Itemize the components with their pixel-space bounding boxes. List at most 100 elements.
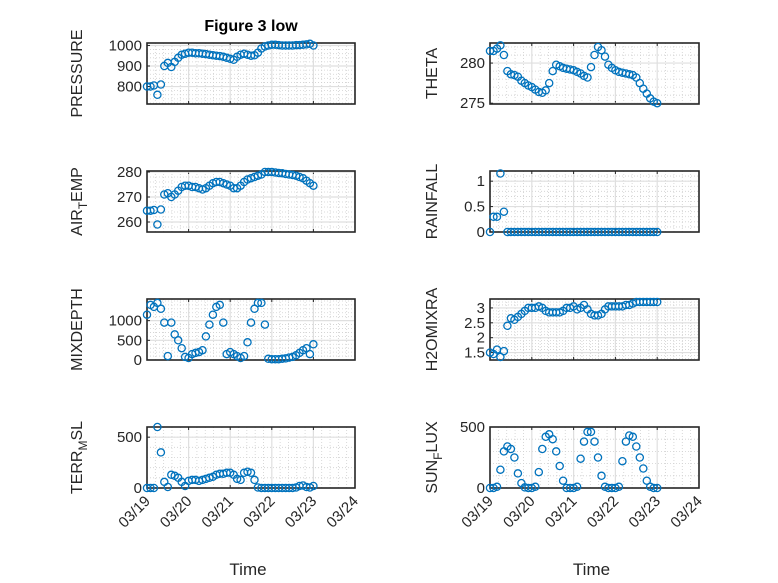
data-point	[628, 432, 638, 442]
y-label-part: TERR	[69, 451, 86, 495]
y-label-subscript: T	[76, 201, 90, 209]
data-point	[250, 475, 259, 485]
data-point	[652, 227, 662, 237]
subplot-theta: 275 280 THETA	[424, 41, 700, 112]
data-point	[167, 470, 176, 480]
data-point	[156, 448, 166, 457]
data-point	[153, 422, 162, 432]
data-point	[260, 320, 270, 329]
data-point	[236, 475, 245, 485]
axes-box	[146, 426, 356, 489]
data-point	[510, 453, 519, 462]
y-axis-label: TERRMSL	[69, 421, 90, 494]
y-tick-label: 270	[117, 189, 142, 206]
data-point	[583, 73, 592, 82]
y-tick-label: 0	[477, 480, 485, 497]
axes-box	[489, 42, 700, 105]
data-point	[246, 468, 256, 478]
y-tick-label: 2.5	[464, 315, 485, 332]
y-label-part: AIR	[69, 209, 86, 236]
data-point	[600, 52, 610, 61]
data-point	[652, 98, 662, 108]
data-point	[583, 427, 592, 437]
data-point	[173, 336, 183, 345]
data-point	[538, 444, 547, 454]
data-point	[586, 427, 596, 437]
y-tick-label: 2	[477, 330, 485, 347]
data-point	[635, 453, 645, 462]
y-tick-label: 800	[117, 79, 142, 96]
data-point	[156, 80, 166, 89]
data-point	[503, 321, 512, 331]
data-point	[253, 298, 263, 308]
y-label-part: THETA	[424, 48, 441, 100]
subplot-pressure: 800 900 1000 PRESSURE	[69, 29, 356, 118]
y-axis-label: AIRTEMP	[69, 167, 90, 236]
data-point	[597, 471, 606, 481]
y-label-subscript: F	[431, 453, 445, 460]
y-tick-label: 500	[117, 332, 142, 349]
data-point	[614, 482, 624, 492]
axes-box	[489, 298, 700, 361]
axes-box	[489, 426, 700, 489]
x-tick-label: 03/19	[115, 493, 154, 532]
data-point	[576, 454, 585, 463]
data-point	[309, 41, 318, 50]
data-point	[496, 465, 505, 474]
x-tick-label: 03/22	[240, 493, 279, 532]
y-tick-label: 260	[117, 214, 142, 231]
data-point	[590, 437, 599, 446]
y-axis-label: H2OMIXRA	[424, 287, 441, 371]
data-point	[163, 351, 173, 361]
data-point	[534, 467, 544, 477]
subplot-mixdepth: 0 500 1000 MIXDEPTH	[69, 288, 356, 371]
subplot-air-temp: 260 270 280 AIRTEMP	[69, 164, 356, 236]
data-point	[215, 300, 225, 310]
data-point	[499, 207, 509, 216]
data-point	[177, 343, 186, 353]
y-label-part: EMP	[69, 167, 86, 202]
data-point	[309, 481, 318, 491]
y-tick-label: 1000	[109, 313, 142, 330]
y-label-part: MIXDEPTH	[69, 288, 86, 371]
data-point	[142, 310, 152, 319]
y-axis-label: RAINFALL	[424, 164, 441, 240]
x-tick-label: 03/20	[500, 493, 539, 532]
y-tick-label: 0	[477, 224, 485, 241]
x-tick-label: 03/23	[282, 493, 321, 532]
y-tick-label: 900	[117, 58, 142, 75]
data-point	[239, 351, 249, 361]
data-point	[513, 469, 523, 478]
data-point	[180, 352, 190, 362]
y-label-part: PRESSURE	[69, 29, 86, 117]
y-tick-label: 3	[477, 300, 485, 317]
axes-box	[146, 298, 356, 361]
y-axis-label: SUNFLUX	[424, 421, 445, 494]
data-point	[201, 332, 211, 341]
y-axis-label: MIXDEPTH	[69, 288, 86, 371]
y-label-subscript: M	[76, 441, 90, 451]
data-point	[243, 338, 252, 347]
x-tick-label: 03/19	[458, 493, 497, 532]
y-label-part: H2OMIXRA	[424, 287, 441, 371]
y-tick-label: 1.5	[464, 345, 485, 362]
data-point	[649, 227, 658, 237]
data-point	[492, 212, 502, 222]
y-tick-label: 500	[117, 429, 142, 446]
y-label-part: SUN	[424, 460, 441, 494]
subplot-terr-msl: 03/19 03/20 03/21 03/22 03/23 03/24 0 500 TERRMS…	[69, 421, 362, 579]
data-point	[551, 447, 561, 456]
data-point	[309, 181, 318, 190]
x-tick-label: 03/20	[157, 493, 196, 532]
data-point	[205, 320, 214, 329]
data-point	[149, 483, 159, 493]
data-point	[649, 297, 658, 307]
data-point	[167, 318, 176, 327]
data-point	[496, 41, 505, 50]
data-point	[541, 86, 550, 95]
subplot-rainfall: 0 0.5 1 RAINFALL	[424, 164, 700, 241]
y-tick-label: 0.5	[464, 199, 485, 216]
data-point	[652, 483, 662, 493]
y-axis-label: PRESSURE	[69, 29, 86, 117]
